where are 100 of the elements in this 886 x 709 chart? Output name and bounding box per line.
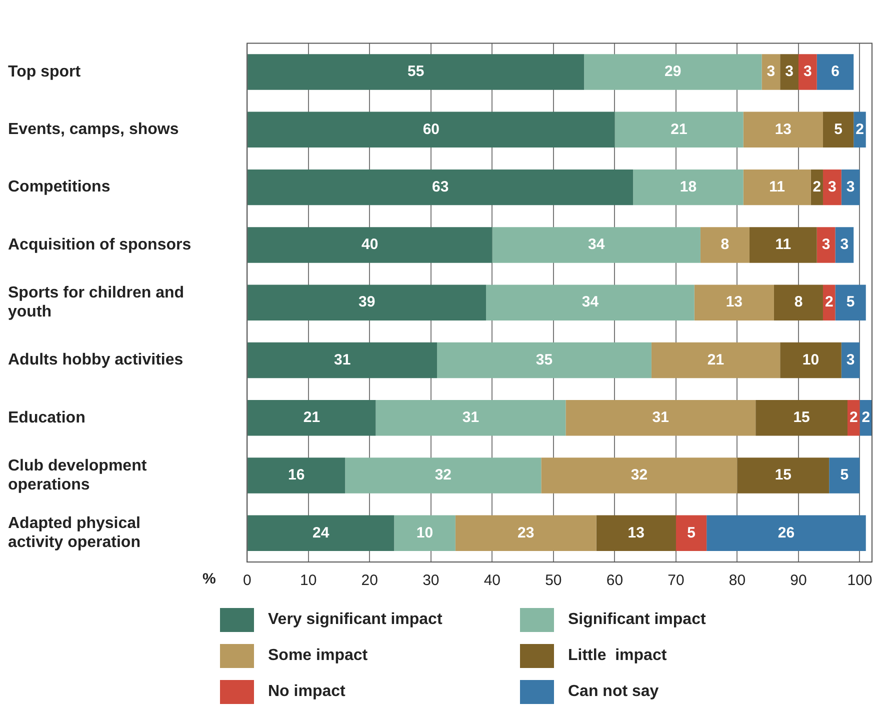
data-label: 11 bbox=[769, 178, 785, 196]
data-label: 21 bbox=[303, 409, 320, 426]
x-tick-label: 80 bbox=[728, 572, 746, 590]
x-tick-label: 40 bbox=[484, 572, 501, 590]
data-label: 31 bbox=[334, 351, 351, 368]
bar bbox=[780, 54, 798, 90]
bar bbox=[248, 284, 486, 320]
bar bbox=[816, 227, 836, 263]
bar bbox=[676, 515, 707, 552]
data-label: 2 bbox=[812, 178, 822, 196]
data-label: 15 bbox=[793, 409, 810, 426]
y-tick-label: Acquisition of sponsors bbox=[8, 236, 192, 254]
data-label: 13 bbox=[726, 294, 742, 311]
bar bbox=[248, 515, 394, 552]
data-label: 5 bbox=[846, 294, 855, 311]
bar bbox=[835, 227, 854, 263]
bar bbox=[492, 227, 700, 263]
bar bbox=[248, 400, 376, 436]
data-label: 34 bbox=[582, 294, 600, 311]
data-label: 6 bbox=[831, 63, 840, 80]
legend-label: Some impact bbox=[268, 647, 368, 665]
data-label: 3 bbox=[846, 178, 855, 196]
bar bbox=[835, 284, 866, 320]
data-label: 3 bbox=[766, 63, 776, 80]
data-label: 2 bbox=[856, 120, 864, 138]
bar bbox=[762, 54, 780, 90]
data-label: 21 bbox=[670, 120, 688, 138]
x-tick-label: 10 bbox=[300, 572, 317, 590]
bar bbox=[694, 284, 774, 320]
data-label: 16 bbox=[288, 466, 305, 484]
bar bbox=[822, 112, 854, 148]
bar bbox=[774, 284, 823, 320]
bar bbox=[596, 515, 676, 552]
bar bbox=[437, 342, 652, 378]
data-label: 3 bbox=[785, 63, 794, 80]
bar bbox=[566, 400, 756, 436]
data-label: 60 bbox=[422, 120, 440, 138]
data-label: 31 bbox=[462, 409, 480, 426]
data-label: 3 bbox=[846, 351, 855, 368]
data-label: 32 bbox=[630, 466, 648, 484]
bar bbox=[743, 169, 811, 206]
bar bbox=[614, 112, 744, 148]
x-tick-label: 0 bbox=[242, 572, 252, 590]
y-tick-label: Sports for children and youth bbox=[8, 284, 184, 321]
bar bbox=[248, 227, 492, 263]
bar bbox=[455, 515, 596, 552]
bar bbox=[248, 54, 584, 90]
bar bbox=[248, 112, 615, 148]
x-axis-title: % bbox=[202, 570, 216, 588]
bar bbox=[248, 342, 438, 378]
legend-label: Can not say bbox=[568, 683, 659, 701]
data-label: 26 bbox=[778, 524, 795, 542]
data-label: 8 bbox=[720, 236, 730, 254]
data-label: 3 bbox=[828, 178, 836, 196]
data-label: 5 bbox=[840, 466, 849, 484]
data-label: 21 bbox=[707, 351, 724, 368]
data-label: 2 bbox=[862, 409, 870, 426]
y-tick-label: Education bbox=[8, 409, 86, 426]
data-label: 55 bbox=[407, 63, 424, 80]
data-label: 10 bbox=[416, 524, 434, 542]
data-label: 2 bbox=[824, 294, 834, 311]
legend-label: Significant impact bbox=[568, 611, 706, 629]
legend-label: Very significant impact bbox=[268, 611, 442, 629]
x-tick-label: 20 bbox=[361, 572, 378, 590]
data-label: 5 bbox=[834, 120, 842, 138]
data-label: 34 bbox=[588, 236, 606, 254]
data-label: 31 bbox=[652, 409, 669, 426]
y-tick-label: Club development operations bbox=[8, 457, 148, 494]
data-label: 2 bbox=[849, 409, 858, 426]
y-tick-label: Competitions bbox=[8, 178, 110, 196]
x-tick-label: 90 bbox=[790, 572, 807, 590]
bar bbox=[248, 458, 346, 494]
data-label: 24 bbox=[312, 524, 330, 542]
data-label: 35 bbox=[536, 351, 553, 368]
data-label: 8 bbox=[794, 294, 803, 311]
bar bbox=[345, 458, 542, 494]
bar bbox=[651, 342, 780, 378]
data-label: 63 bbox=[432, 178, 449, 196]
legend-label: Little impact bbox=[568, 647, 667, 665]
data-label: 15 bbox=[774, 466, 792, 484]
bar bbox=[248, 169, 634, 206]
data-label: 3 bbox=[822, 236, 830, 254]
bar bbox=[756, 400, 848, 436]
y-tick-label: Top sport bbox=[8, 63, 82, 80]
bar bbox=[584, 54, 762, 90]
bar bbox=[743, 112, 823, 148]
bar bbox=[829, 458, 860, 494]
bar bbox=[706, 515, 866, 552]
bar bbox=[633, 169, 744, 206]
x-tick-label: 100 bbox=[847, 572, 872, 590]
data-label: 5 bbox=[687, 524, 696, 542]
bar bbox=[541, 458, 738, 494]
data-label: 3 bbox=[840, 236, 849, 254]
data-label: 13 bbox=[774, 120, 792, 138]
bar bbox=[822, 169, 842, 206]
bar bbox=[798, 54, 817, 90]
data-label: 13 bbox=[628, 524, 644, 542]
data-label: 39 bbox=[358, 294, 376, 311]
data-label: 18 bbox=[680, 178, 697, 196]
bar bbox=[486, 284, 694, 320]
